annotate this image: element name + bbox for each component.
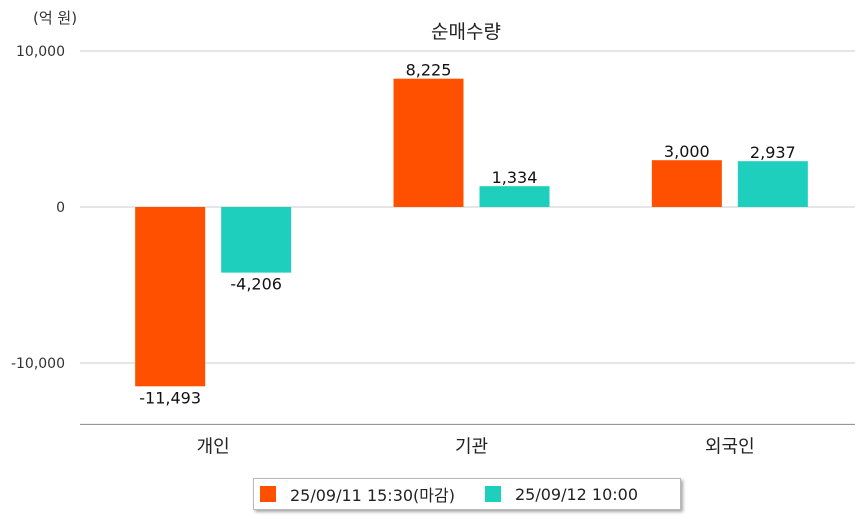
bar-개인-series-1[interactable] — [135, 207, 206, 387]
chart-title: 순매수량 — [431, 21, 501, 43]
bar-기관-series-2[interactable] — [479, 186, 550, 207]
legend-label-series-1: 25/09/11 15:30(마감) — [290, 486, 455, 505]
bar-기관-series-1[interactable] — [393, 78, 464, 207]
gridlines — [80, 50, 855, 425]
data-label: 1,334 — [492, 168, 538, 187]
y-tick-label: 0 — [56, 200, 65, 216]
bar-외국인-series-2[interactable] — [737, 161, 808, 207]
bar-외국인-series-1[interactable] — [651, 160, 722, 207]
data-labels: -11,493 -4,206 8,225 1,334 3,000 2,937 — [139, 61, 795, 408]
legend-label-series-2: 25/09/12 10:00 — [514, 484, 639, 504]
x-axis-ticks: 개인 기관 외국인 — [197, 436, 755, 457]
data-label: -11,493 — [139, 388, 201, 407]
bar-개인-series-2[interactable] — [221, 207, 292, 273]
data-label: -4,206 — [230, 275, 282, 294]
data-label: 8,225 — [406, 61, 452, 80]
y-tick-label: 10,000 — [16, 44, 65, 60]
legend-item-series-1[interactable]: 25/09/11 15:30(마감) — [260, 482, 455, 506]
x-tick-label: 외국인 — [705, 436, 755, 457]
y-tick-label: -10,000 — [11, 356, 65, 372]
x-tick-label: 개인 — [197, 436, 230, 457]
x-tick-label: 기관 — [455, 436, 488, 457]
chart-legend: 25/09/11 15:30(마감) 25/09/12 10:00 — [253, 478, 681, 510]
data-label: 3,000 — [664, 142, 710, 161]
data-label: 2,937 — [750, 143, 796, 162]
y-axis-unit-label: (억 원) — [33, 9, 77, 27]
bars — [135, 78, 808, 387]
legend-swatch-series-1 — [260, 486, 276, 502]
legend-item-series-2[interactable]: 25/09/12 10:00 — [484, 484, 639, 504]
y-axis-ticks: 10,000 0 -10,000 — [11, 44, 65, 372]
legend-swatch-series-2 — [484, 486, 501, 502]
